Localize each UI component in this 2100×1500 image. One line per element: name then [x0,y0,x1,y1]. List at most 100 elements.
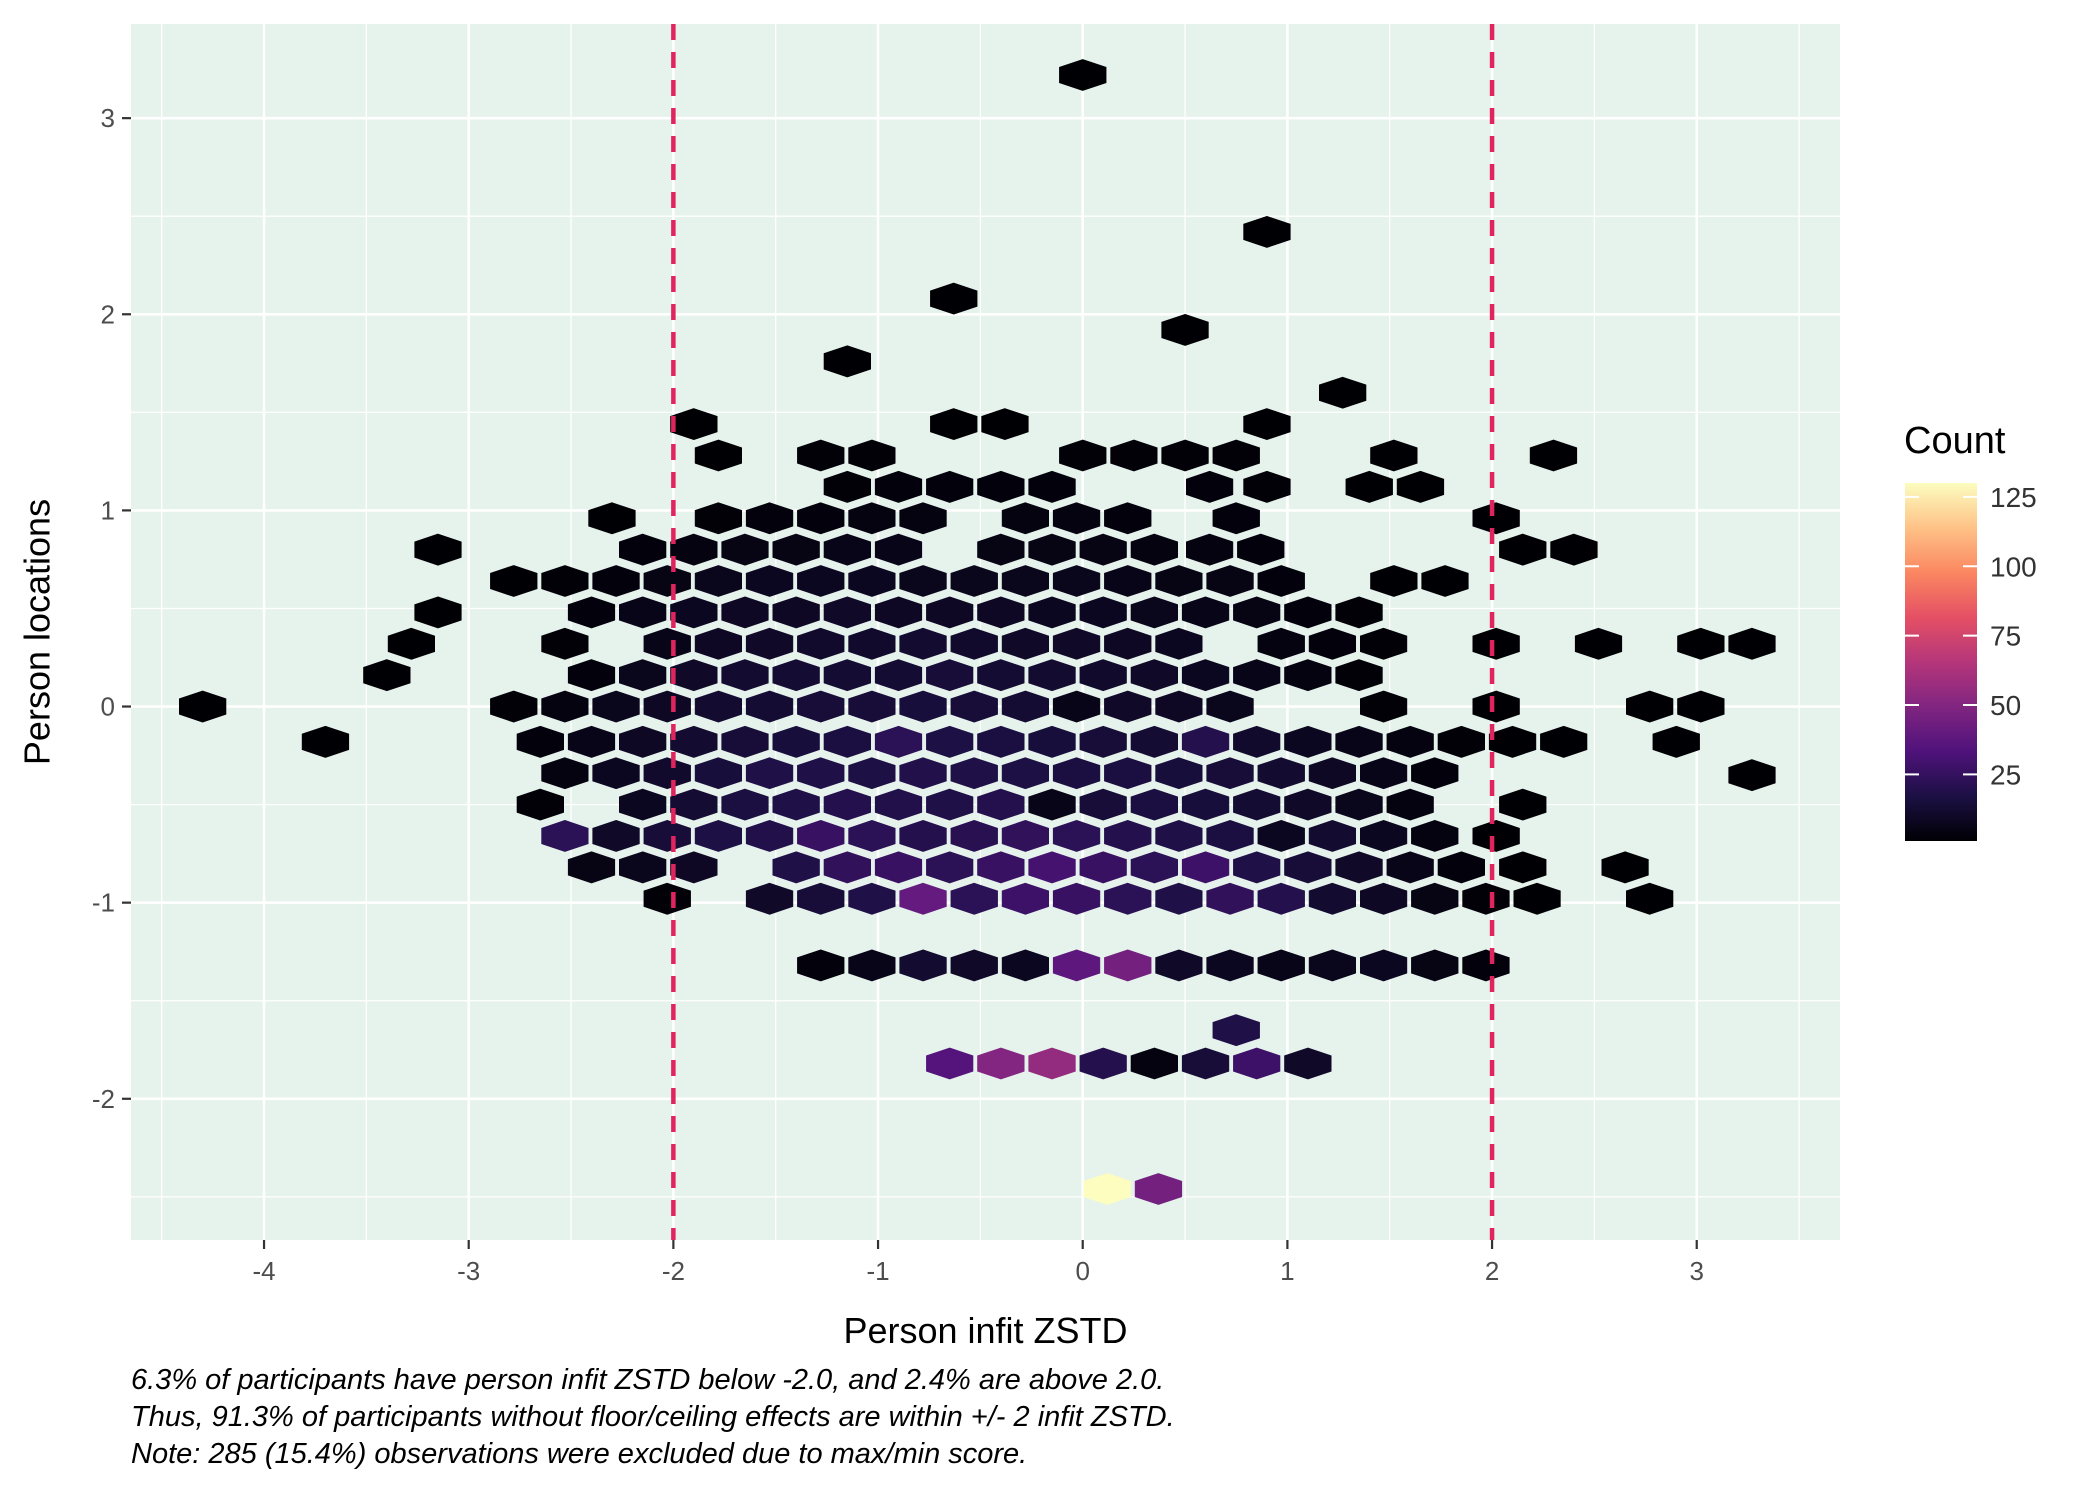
hexbin-cell [899,819,947,852]
hexbin-cell [1028,851,1076,884]
hexbin-cell [1233,725,1281,758]
hexbin-cell [1652,725,1700,758]
hexbin-cell [670,788,718,821]
hexbin-cell [1052,882,1101,915]
hexbin-cell [670,851,718,884]
hexbin-cell [977,470,1025,503]
hexbin-cell [772,725,820,758]
hexbin-cell [1488,725,1537,758]
hexbin-cell [1001,819,1049,852]
hexbin-cell [745,819,794,852]
hexbin-cell [1206,882,1254,915]
hexbin-cell [745,627,794,660]
hexbin-cell [950,882,998,915]
hexbin-cell [823,596,872,629]
hexbin-cell [977,725,1025,758]
hexbin-cell [1462,882,1510,915]
hexbin-cell [1028,788,1076,821]
hexbin-cell [848,565,896,597]
hexbin-cell [670,596,718,629]
y-tick-label: 0 [101,692,115,722]
y-tick-label: 1 [101,495,115,525]
hexbin-cell [1499,851,1547,884]
hexbin-cell [694,690,743,723]
hexbin-cell [643,627,691,660]
hexbin-cell [745,757,794,790]
hexbin-cell [1257,565,1305,597]
hexbin-cell [1513,882,1561,915]
hexbin-cell [541,819,589,852]
hexbin-cell [1386,788,1434,821]
hexbin-cell [1360,627,1408,660]
hexbin-cell [1001,565,1049,597]
hexbin-cell [1370,565,1418,597]
hexbin-cell [772,788,820,821]
hexbin-cell [797,502,845,535]
hexbin-cell [414,596,462,629]
hexbin-cell [414,533,462,566]
hexbin-cell [797,819,845,852]
hexbin-cell [1308,757,1356,790]
x-tick-label: 1 [1280,1256,1294,1286]
hexbin-cell [1155,690,1203,723]
hexbin-cell [874,470,923,503]
hexbin-cell [1677,627,1725,660]
hexbin-cell [670,725,718,758]
hexbin-cell [643,565,691,597]
hexbin-cell [1079,851,1127,884]
hexbin-cell [1233,596,1281,629]
hexbin-cell [1472,690,1520,723]
hexbin-cell [1411,882,1459,915]
hexbin-cell [567,659,616,692]
hexbin-cell [1079,596,1127,629]
hexbin-cell [823,659,872,692]
hexbin-cell [1360,949,1408,982]
hexbin-cell [670,533,718,566]
hexbin-cell [977,1047,1025,1080]
y-axis-title: Person locations [17,499,58,765]
hexbin-cell [490,690,538,723]
hexbin-cell [745,882,794,915]
hexbin-cell [1319,376,1367,409]
hexbin-cell [950,690,998,723]
hexbin-cell [1243,408,1291,441]
hexbin-cell [1308,949,1356,982]
hexbin-cell [1028,1047,1076,1080]
hexbin-cell [1161,313,1209,346]
hexbin-cells [179,59,1776,1205]
y-axis: -2 -1 0 1 2 3 [92,103,131,1114]
hexbin-cell [721,659,769,692]
hexbin-cell [1079,1047,1127,1080]
hexbin-cell [745,565,794,597]
hexbin-cell [670,408,718,441]
hexbin-cell [977,596,1025,629]
hexbin-cell [1529,439,1578,472]
legend-ticks: 25 50 75 100 125 [1905,482,2037,790]
hexbin-cell [670,659,718,692]
hexbin-cell [1437,851,1485,884]
hexbin-cell [823,725,872,758]
hexbin-cell [797,757,845,790]
x-axis-title: Person infit ZSTD [843,1310,1127,1351]
hexbin-cell [1677,690,1725,723]
hexbin-cell [1130,1047,1178,1080]
hexbin-cell [1001,757,1049,790]
hexbin-cell [950,565,998,597]
hexbin-cell [926,788,974,821]
hexbin-cell [1284,725,1332,758]
hexbin-cell [797,690,845,723]
hexbin-cell [1104,690,1152,723]
hexbin-cell [1233,659,1281,692]
hexbin-cell [977,533,1025,566]
hexbin-cell [1059,59,1107,91]
hexbin-cell [1257,627,1305,660]
hexbin-cell [1130,659,1178,692]
hexbin-cell [1335,788,1383,821]
hexbin-cell [618,788,667,821]
hexbin-cell [874,596,923,629]
hexbin-cell [1104,819,1152,852]
hexbin-cell [1001,882,1049,915]
hexbin-cell [745,502,794,535]
hexbin-cell [930,282,978,315]
hexbin-cell [1083,1173,1131,1205]
